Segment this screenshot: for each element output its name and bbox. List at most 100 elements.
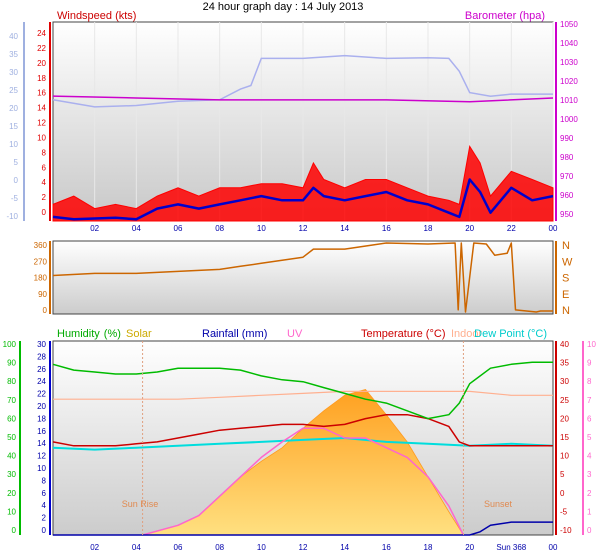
climate-labels: Humidity (%) Solar Rainfall (mm) UV Tempe… [57,328,547,340]
solar-label: Solar [126,328,152,340]
wind-left-outer-ticks: 40 35 30 25 20 15 10 5 0 -5 -10 [6,32,18,221]
wind-inner-tick-6: 12 [37,119,46,128]
wind-outer-tick-40: 40 [9,32,18,41]
temp-tick--10: -10 [560,526,572,535]
wind-outer-tick-0: 0 [14,176,19,185]
wind-x-tick-12: 12 [299,224,308,233]
climate-x-tick-4: 10 [257,543,266,552]
baro-tick-1040: 1040 [560,39,578,48]
humidity-label-name: Humidity [57,328,100,340]
uv-tick-6: 6 [587,414,592,423]
humidity-label-unit: (%) [104,328,121,340]
climate-series [52,341,554,536]
temp-tick-0: 0 [560,489,565,498]
uv-tick-2: 2 [587,489,592,498]
dir-compass-tick-2: S [562,273,569,285]
hum-tick-20: 20 [7,489,16,498]
climate-x-ticks: 02 04 06 08 10 12 14 16 18 20 Sun 368 00 [90,543,558,552]
climate-x-tick-7: 16 [382,543,391,552]
baro-tick-1020: 1020 [560,77,578,86]
direction-plot-area [52,240,554,315]
rain-tick-2: 2 [42,514,47,523]
baro-tick-990: 990 [560,134,574,143]
wind-inner-tick-5: 14 [37,104,46,113]
wind-outer-tick--10: -10 [6,212,18,221]
wind-x-tick-22: 22 [507,224,516,233]
wind-outer-tick-35: 35 [9,50,18,59]
wind-x-tick-14: 14 [340,224,349,233]
wind-inner-tick-12: 0 [42,208,47,217]
rain-tick-14: 14 [37,439,46,448]
temp-tick-20: 20 [560,414,569,423]
wind-inner-tick-1: 22 [37,44,46,53]
climate-x-tick-9: 20 [465,543,474,552]
wind-x-tick-00: 00 [549,224,558,233]
dir-compass-tick-1: W [562,256,573,268]
rain-tick-18: 18 [37,414,46,423]
baro-tick-980: 980 [560,153,574,162]
hum-tick-40: 40 [7,452,16,461]
wind-outer-tick-30: 30 [9,68,18,77]
wind-inner-tick-11: 2 [42,193,47,202]
rainfall-line [53,521,553,536]
temp-tick-25: 25 [560,396,569,405]
wind-x-tick-16: 16 [382,224,391,233]
baro-tick-950: 950 [560,210,574,219]
climate-x-tick-0: 02 [90,543,99,552]
barometer-axis-label: Barometer (hpa) [465,10,545,22]
rain-tick-16: 16 [37,427,46,436]
rain-tick-4: 4 [42,501,47,510]
sunset-label: Sunset [484,499,513,509]
climate-x-tick-6: 14 [340,543,349,552]
climate-x-tick-8: 18 [424,543,433,552]
hum-tick-80: 80 [7,377,16,386]
uv-tick-4: 4 [587,452,592,461]
uv-line [142,427,465,536]
wind-x-tick-08: 08 [215,224,224,233]
wind-x-tick-04: 04 [132,224,141,233]
temp-tick-5: 5 [560,470,565,479]
climate-x-tick-1: 04 [132,543,141,552]
dir-compass-tick-4: N [562,305,570,317]
hum-tick-100: 100 [3,340,17,349]
climate-x-tick-2: 06 [174,543,183,552]
dir-deg-tick-0: 0 [43,306,48,315]
wind-panel: Windspeed (kts) Barometer (hpa) 40353025… [6,10,578,233]
temp-tick-15: 15 [560,433,569,442]
dewpoint-label: Dew Point (°C) [474,328,547,340]
wind-outer-tick-20: 20 [9,104,18,113]
temp-tick-40: 40 [560,340,569,349]
wind-inner-tick-7: 10 [37,133,46,142]
uv-tick-1: 1 [587,507,592,516]
rainfall-label: Rainfall (mm) [202,328,267,340]
hum-tick-30: 30 [7,470,16,479]
uv-tick-3: 3 [587,470,592,479]
uv-label: UV [287,328,303,340]
dir-deg-tick-360: 360 [34,241,48,250]
windspeed-line [52,178,554,221]
rain-tick-10: 10 [37,464,46,473]
temperature-label: Temperature (°C) [361,328,445,340]
wind-x-tick-10: 10 [257,224,266,233]
rain-tick-12: 12 [37,452,46,461]
wind-outer-tick-10: 10 [9,140,18,149]
baro-tick-970: 970 [560,172,574,181]
wind-inner-tick-9: 6 [42,163,47,172]
baro-tick-1010: 1010 [560,96,578,105]
wind-outer-tick--5: -5 [11,194,19,203]
direction-degree-ticks: 360 270 180 90 0 [34,241,48,315]
wind-x-tick-02: 02 [90,224,99,233]
hum-tick-60: 60 [7,414,16,423]
baro-tick-1030: 1030 [560,58,578,67]
rain-tick-26: 26 [37,365,46,374]
rain-tick-8: 8 [42,476,47,485]
dir-deg-tick-270: 270 [34,257,48,266]
wind-x-tick-18: 18 [424,224,433,233]
uv-tick-7: 7 [587,396,592,405]
climate-x-tick-5: 12 [299,543,308,552]
